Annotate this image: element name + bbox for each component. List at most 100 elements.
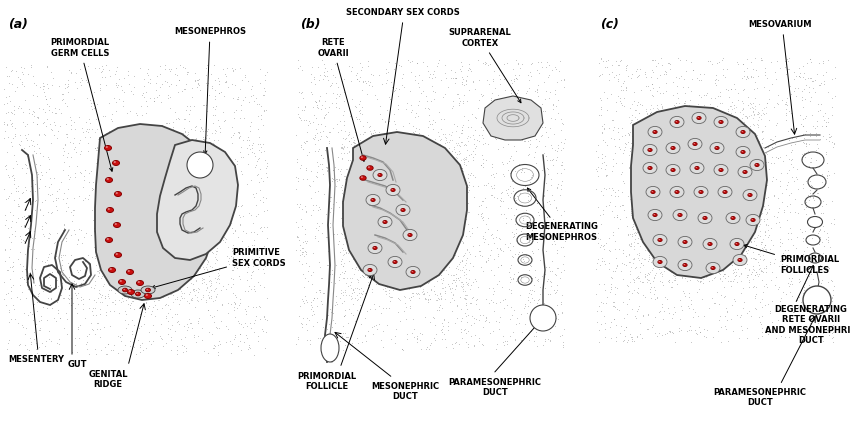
Point — [243, 137, 257, 143]
Point — [341, 157, 354, 163]
Point — [79, 341, 93, 347]
Point — [211, 216, 224, 223]
Point — [89, 160, 103, 166]
Point — [779, 290, 793, 297]
Point — [67, 135, 81, 141]
Point — [734, 211, 748, 218]
Point — [240, 181, 253, 187]
Point — [524, 319, 538, 326]
Point — [251, 112, 264, 119]
Point — [188, 334, 201, 341]
Point — [491, 264, 505, 271]
Point — [423, 139, 437, 146]
Point — [816, 133, 830, 140]
Point — [803, 159, 817, 166]
Point — [687, 138, 700, 145]
Point — [129, 148, 143, 154]
Point — [123, 205, 137, 212]
Point — [297, 146, 310, 153]
Point — [507, 76, 521, 83]
Point — [555, 158, 569, 165]
Point — [462, 282, 475, 289]
Point — [103, 200, 116, 206]
Point — [182, 185, 196, 192]
Point — [101, 174, 115, 181]
Point — [796, 104, 810, 111]
Point — [54, 123, 67, 130]
Point — [604, 335, 618, 341]
Point — [749, 134, 762, 141]
Point — [173, 62, 186, 68]
Point — [93, 181, 106, 188]
Point — [31, 121, 44, 128]
Point — [422, 105, 435, 111]
Point — [398, 299, 411, 306]
Point — [101, 256, 115, 263]
Point — [442, 130, 456, 137]
Point — [348, 187, 361, 194]
Point — [676, 162, 689, 169]
Point — [211, 291, 224, 298]
Point — [653, 307, 666, 314]
Point — [190, 294, 204, 300]
Point — [737, 179, 751, 185]
Point — [678, 257, 692, 264]
Point — [451, 219, 465, 225]
Point — [89, 250, 103, 257]
Point — [100, 248, 114, 254]
Point — [411, 146, 424, 153]
Point — [456, 288, 470, 295]
Point — [296, 238, 309, 245]
Point — [434, 198, 447, 205]
Point — [173, 285, 187, 292]
Point — [389, 179, 403, 186]
Polygon shape — [343, 132, 467, 290]
Point — [389, 326, 403, 333]
Point — [411, 218, 425, 225]
Point — [359, 146, 372, 153]
Point — [427, 204, 440, 211]
Point — [405, 255, 418, 262]
Point — [781, 280, 795, 287]
Point — [684, 88, 698, 95]
Point — [180, 197, 194, 204]
Point — [175, 243, 189, 249]
Point — [92, 287, 105, 293]
Point — [10, 84, 24, 90]
Point — [423, 295, 437, 302]
Point — [734, 192, 747, 199]
Point — [305, 64, 319, 70]
Point — [694, 224, 708, 230]
Point — [624, 162, 638, 169]
Point — [676, 248, 689, 255]
Point — [159, 78, 173, 84]
Point — [761, 226, 774, 233]
Point — [93, 311, 106, 317]
Point — [424, 142, 438, 149]
Point — [471, 182, 484, 189]
Point — [399, 165, 412, 172]
Ellipse shape — [671, 168, 675, 171]
Point — [94, 253, 108, 260]
Point — [398, 263, 411, 270]
Point — [211, 275, 224, 282]
Point — [320, 234, 333, 241]
Point — [630, 334, 643, 341]
Point — [709, 81, 722, 88]
Point — [122, 158, 135, 165]
Point — [450, 223, 464, 230]
Point — [797, 149, 811, 156]
Point — [314, 205, 327, 212]
Point — [167, 167, 181, 174]
Point — [200, 226, 213, 233]
Point — [515, 61, 529, 68]
Point — [620, 301, 633, 308]
Point — [706, 128, 720, 135]
Point — [150, 262, 164, 269]
Point — [54, 265, 67, 272]
Point — [347, 137, 360, 143]
Point — [89, 199, 103, 206]
Point — [157, 227, 171, 233]
Point — [450, 140, 463, 147]
Point — [391, 309, 405, 316]
